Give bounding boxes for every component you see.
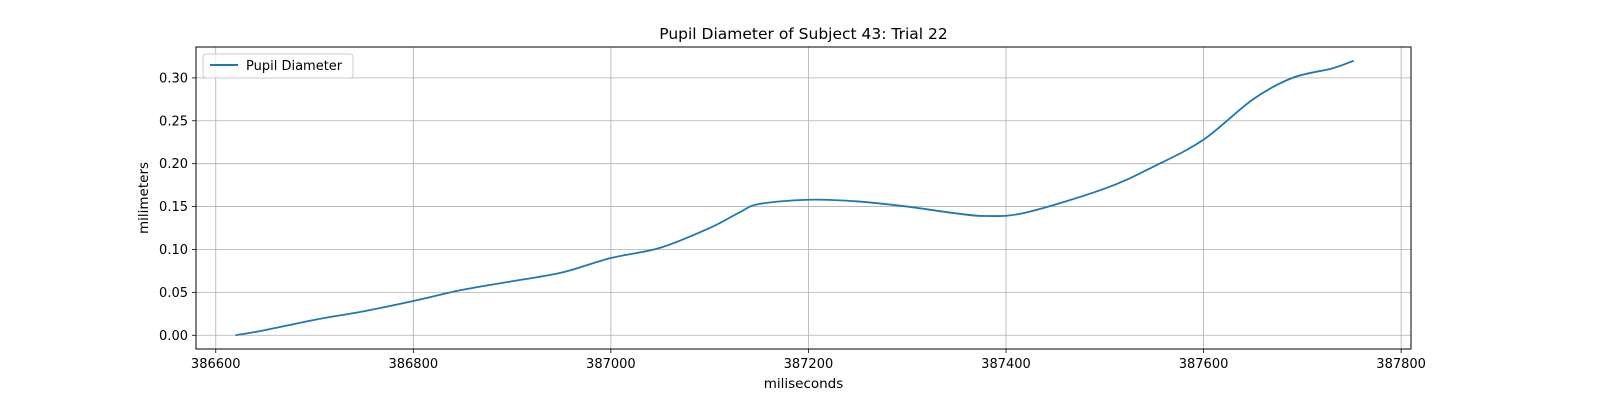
- y-tick-label: 0.15: [159, 200, 188, 215]
- series-layer: [235, 59, 1355, 337]
- y-axis: 0.00 0.05 0.10 0.15 0.20 0.25 0.30: [159, 71, 196, 344]
- x-tick-label: 386800: [388, 357, 438, 372]
- x-tick-label: 387600: [1179, 357, 1229, 372]
- y-tick-label: 0.30: [159, 71, 188, 86]
- plot-area-frame: [195, 46, 1412, 350]
- y-tick-label: 0.20: [159, 157, 188, 172]
- y-tick-label: 0.25: [159, 114, 188, 129]
- series-line-pupil-diameter: [235, 59, 1355, 337]
- legend-box: [202, 53, 354, 79]
- x-tick-label: 386600: [191, 357, 241, 372]
- x-tick-label: 387000: [586, 357, 636, 372]
- legend-label-pupil-diameter: Pupil Diameter: [246, 59, 343, 74]
- grid: [196, 47, 1411, 349]
- y-axis-label: milimeters: [136, 162, 152, 234]
- x-tick-label: 387200: [784, 357, 834, 372]
- x-tick-label: 387400: [981, 357, 1031, 372]
- legend: Pupil Diameter: [202, 53, 354, 79]
- x-axis-label: miliseconds: [764, 376, 844, 392]
- x-axis: 386600 386800 387000 387200 387400 387600 3878…: [191, 349, 1426, 372]
- x-tick-label: 387800: [1376, 357, 1426, 372]
- chart-title: Pupil Diameter of Subject 43: Trial 22: [659, 25, 948, 43]
- y-tick-label: 0.05: [159, 286, 188, 301]
- y-tick-label: 0.10: [159, 243, 188, 258]
- y-tick-label: 0.00: [159, 329, 188, 344]
